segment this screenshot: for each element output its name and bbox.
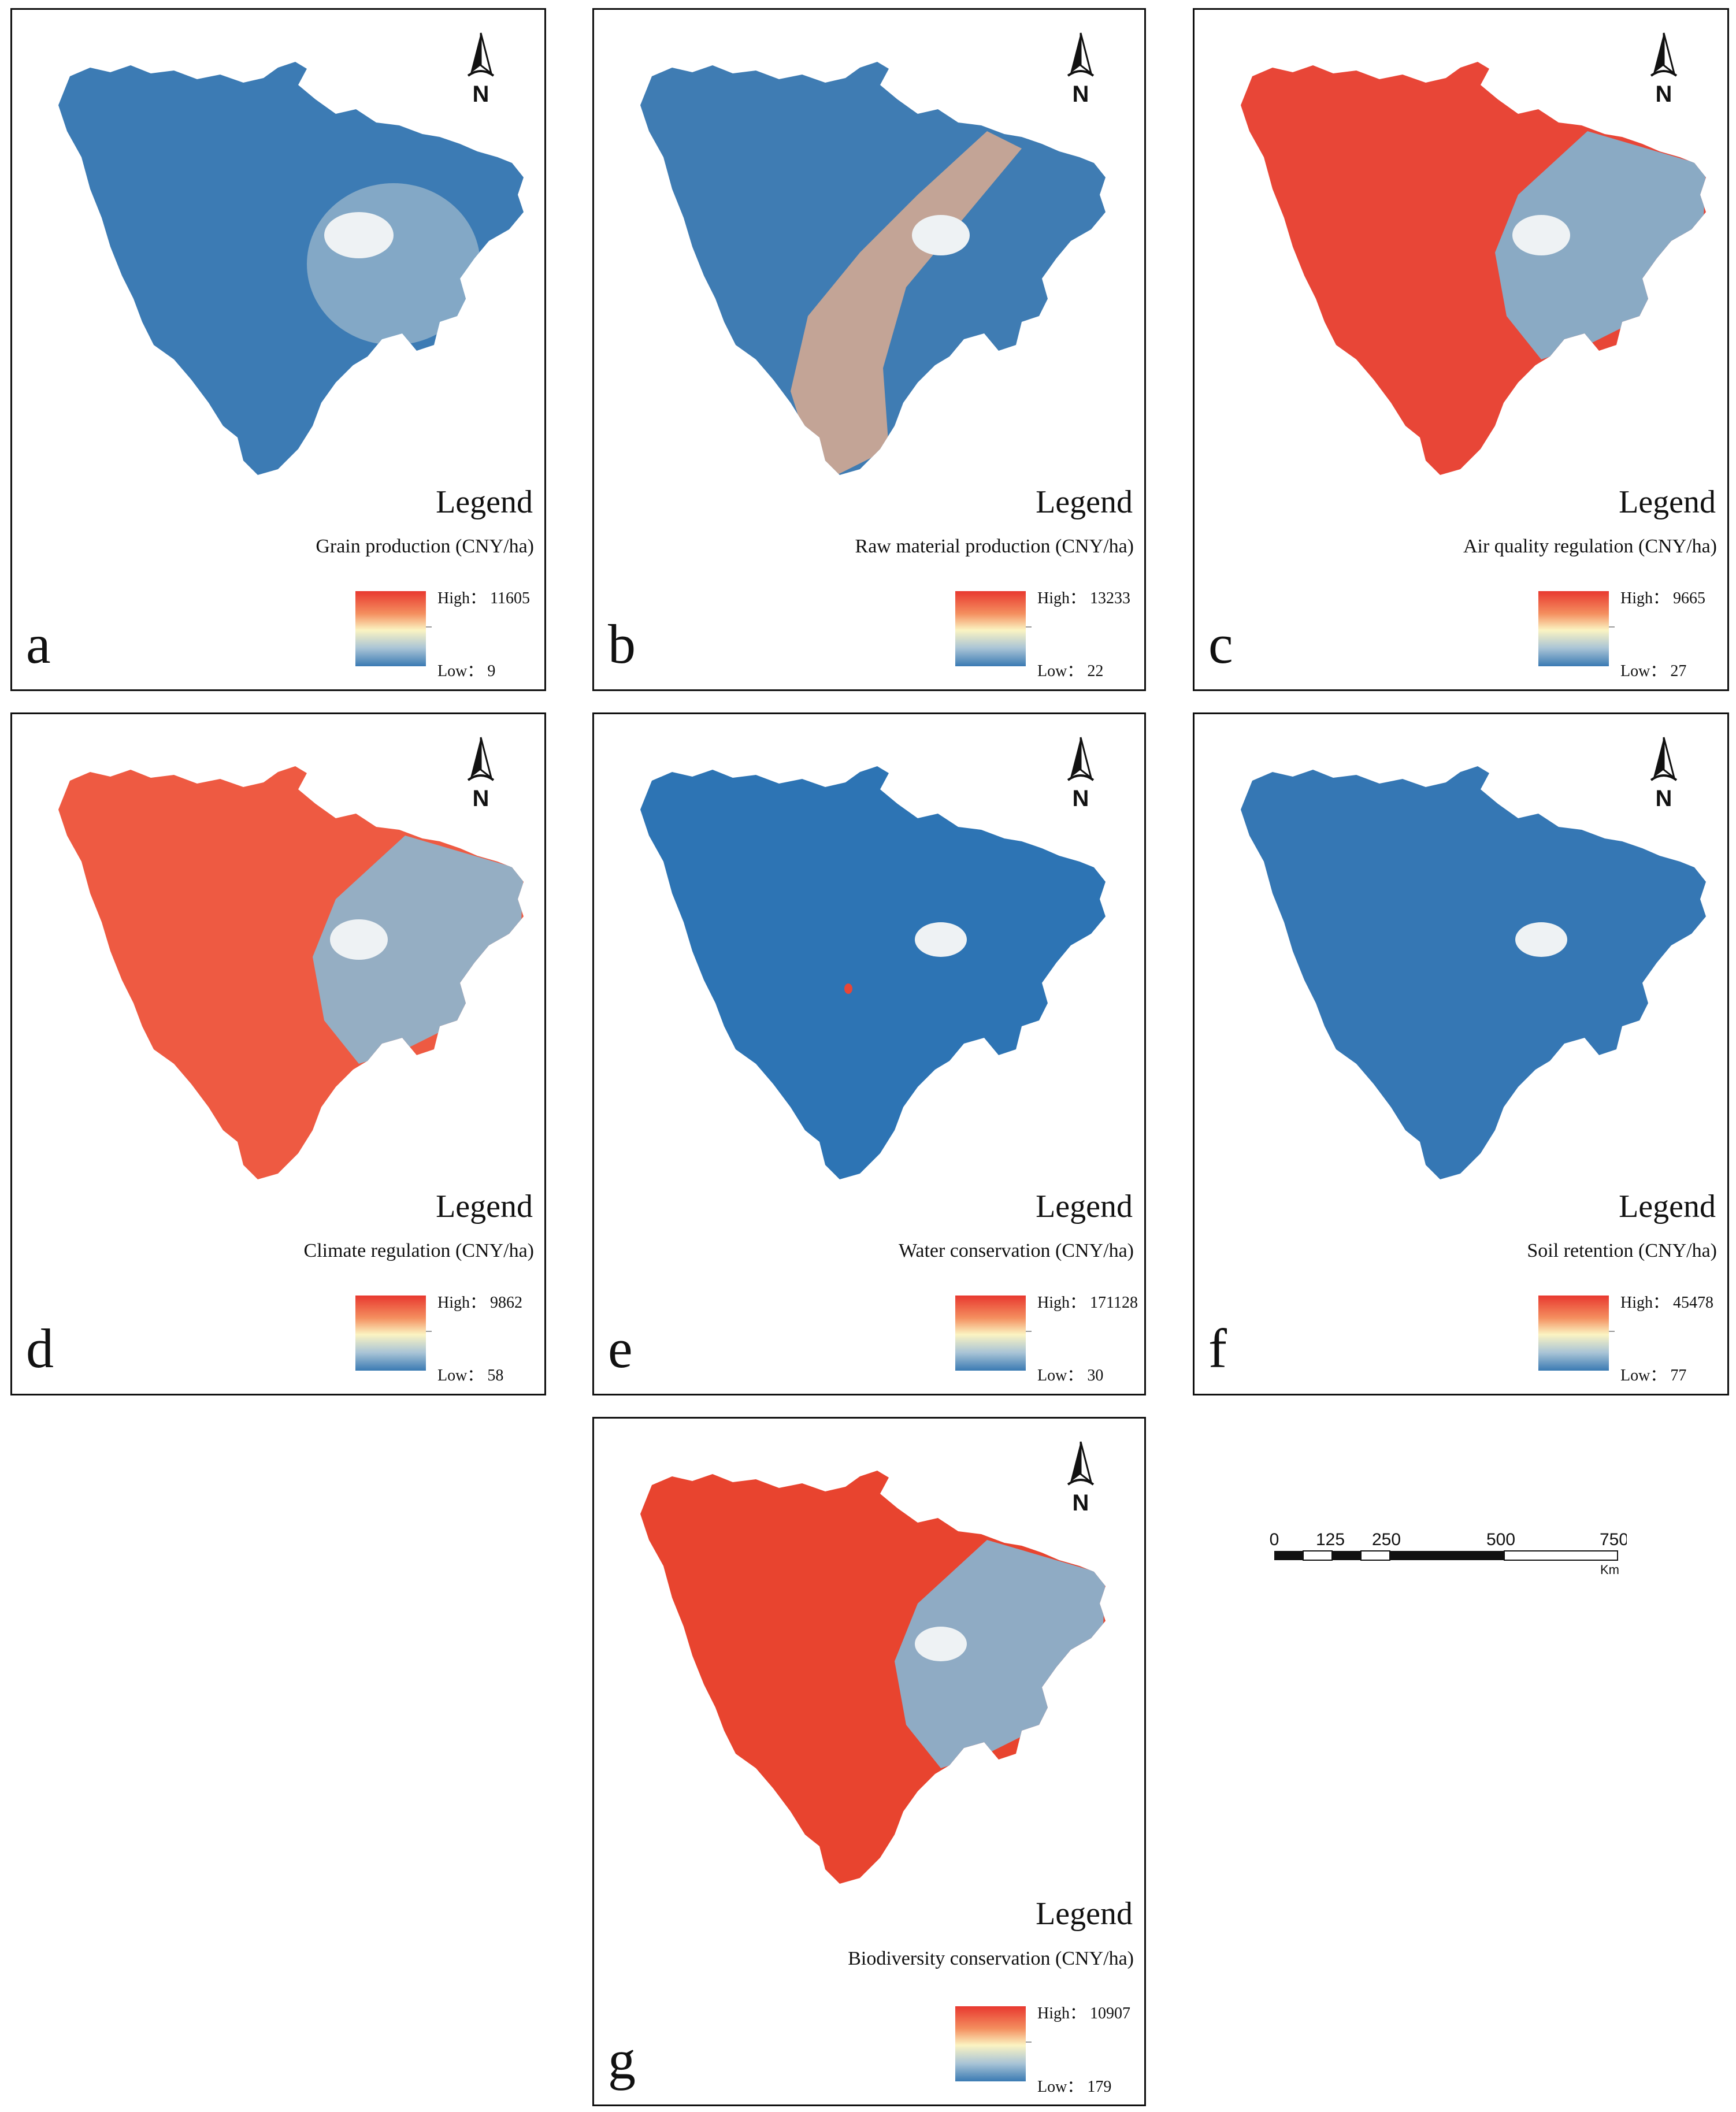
color-ramp	[955, 591, 1026, 666]
ramp-tick	[426, 626, 432, 628]
map-air-quality-regulation	[1241, 62, 1706, 475]
color-ramp	[955, 1296, 1026, 1371]
ramp-tick	[1026, 1331, 1032, 1332]
legend-title: Legend	[436, 1189, 533, 1224]
ramp-tick	[1609, 626, 1615, 628]
legend-high: High： 9862	[437, 1294, 523, 1312]
panel-raw-material-production: N Legend Raw material production (CNY/ha…	[592, 8, 1146, 691]
legend-title: Legend	[436, 484, 533, 520]
north-arrow-icon: N	[1641, 735, 1687, 816]
ramp-tick	[1609, 1331, 1615, 1332]
scale-tick-label: 250	[1372, 1530, 1401, 1549]
legend-variable: Water conservation (CNY/ha)	[898, 1240, 1134, 1261]
north-label: N	[1072, 1490, 1089, 1516]
color-ramp	[1538, 591, 1609, 666]
legend-high: High： 10907	[1037, 2005, 1131, 2022]
ramp-tick	[426, 1331, 432, 1332]
panel-letter: f	[1208, 1317, 1227, 1379]
map-water-conservation	[640, 766, 1106, 1179]
legend-variable: Grain production (CNY/ha)	[316, 536, 534, 557]
map-climate-regulation	[58, 766, 524, 1179]
map-raw-material-production	[640, 62, 1106, 475]
scale-tick-label: 0	[1270, 1530, 1279, 1549]
legend-low: Low： 179	[1037, 2078, 1112, 2096]
north-label: N	[1655, 786, 1672, 811]
scale-bar: 0 125 250 500 750 Km	[1270, 1530, 1627, 1577]
scale-segment	[1332, 1551, 1361, 1560]
legend-low: Low： 58	[437, 1367, 504, 1385]
panel-air-quality-regulation: N Legend Air quality regulation (CNY/ha)…	[1193, 8, 1729, 691]
legend-title: Legend	[1036, 1189, 1133, 1224]
legend-high: High： 11605	[437, 589, 530, 607]
legend-low: Low： 27	[1620, 662, 1687, 680]
scale-segment	[1504, 1550, 1618, 1561]
legend-variable: Biodiversity conservation (CNY/ha)	[848, 1948, 1134, 1969]
color-ramp	[955, 2006, 1026, 2081]
panel-letter: e	[608, 1317, 633, 1379]
scale-tick-label: 500	[1486, 1530, 1515, 1549]
scale-segment	[1390, 1551, 1504, 1560]
north-arrow-icon: N	[458, 31, 504, 112]
panel-letter: b	[608, 613, 636, 675]
legend-low: Low： 22	[1037, 662, 1104, 680]
legend-low: Low： 77	[1620, 1367, 1687, 1385]
legend-title: Legend	[1619, 484, 1716, 520]
scale-segment	[1360, 1550, 1390, 1561]
north-label: N	[1655, 81, 1672, 107]
panel-climate-regulation: N Legend Climate regulation (CNY/ha) Hig…	[10, 712, 546, 1395]
scale-tick-label: 125	[1316, 1530, 1345, 1549]
legend-variable: Air quality regulation (CNY/ha)	[1463, 536, 1717, 557]
legend-low: Low： 30	[1037, 1367, 1104, 1385]
panel-biodiversity-conservation: N Legend Biodiversity conservation (CNY/…	[592, 1417, 1146, 2106]
panel-letter: c	[1208, 613, 1233, 675]
legend-variable: Climate regulation (CNY/ha)	[303, 1240, 534, 1261]
legend-title: Legend	[1036, 1896, 1133, 1932]
legend-low: Low： 9	[437, 662, 496, 680]
panel-soil-retention: N Legend Soil retention (CNY/ha) High： 4…	[1193, 712, 1729, 1395]
ramp-tick	[1026, 626, 1032, 628]
north-arrow-icon: N	[1058, 735, 1104, 816]
panel-letter: g	[608, 2029, 636, 2091]
north-label: N	[472, 81, 489, 107]
north-arrow-icon: N	[458, 735, 504, 816]
legend-variable: Raw material production (CNY/ha)	[855, 536, 1134, 557]
legend-high: High： 9665	[1620, 589, 1706, 607]
north-label: N	[472, 786, 489, 811]
north-arrow-icon: N	[1058, 31, 1104, 112]
scale-segment	[1303, 1550, 1333, 1561]
color-ramp	[355, 591, 426, 666]
north-label: N	[1072, 786, 1089, 811]
scale-unit: Km	[1600, 1562, 1619, 1577]
north-label: N	[1072, 81, 1089, 107]
panel-letter: a	[26, 613, 51, 675]
scale-tick-label: 750	[1600, 1530, 1627, 1549]
panel-letter: d	[26, 1317, 54, 1379]
map-soil-retention	[1241, 766, 1706, 1179]
legend-high: High： 13233	[1037, 589, 1131, 607]
panel-grain-production: N Legend Grain production (CNY/ha) High：…	[10, 8, 546, 691]
legend-title: Legend	[1619, 1189, 1716, 1224]
panel-water-conservation: N Legend Water conservation (CNY/ha) Hig…	[592, 712, 1146, 1395]
legend-high: High： 45478	[1620, 1294, 1714, 1312]
color-ramp	[1538, 1296, 1609, 1371]
legend-high: High： 171128	[1037, 1294, 1138, 1312]
legend-title: Legend	[1036, 484, 1133, 520]
scale-segment	[1274, 1551, 1303, 1560]
north-arrow-icon: N	[1641, 31, 1687, 112]
north-arrow-icon: N	[1058, 1439, 1104, 1520]
color-ramp	[355, 1296, 426, 1371]
map-grain-production	[58, 62, 524, 475]
legend-variable: Soil retention (CNY/ha)	[1527, 1240, 1717, 1261]
ramp-tick	[1026, 2042, 1032, 2043]
map-biodiversity-conservation	[640, 1471, 1106, 1884]
